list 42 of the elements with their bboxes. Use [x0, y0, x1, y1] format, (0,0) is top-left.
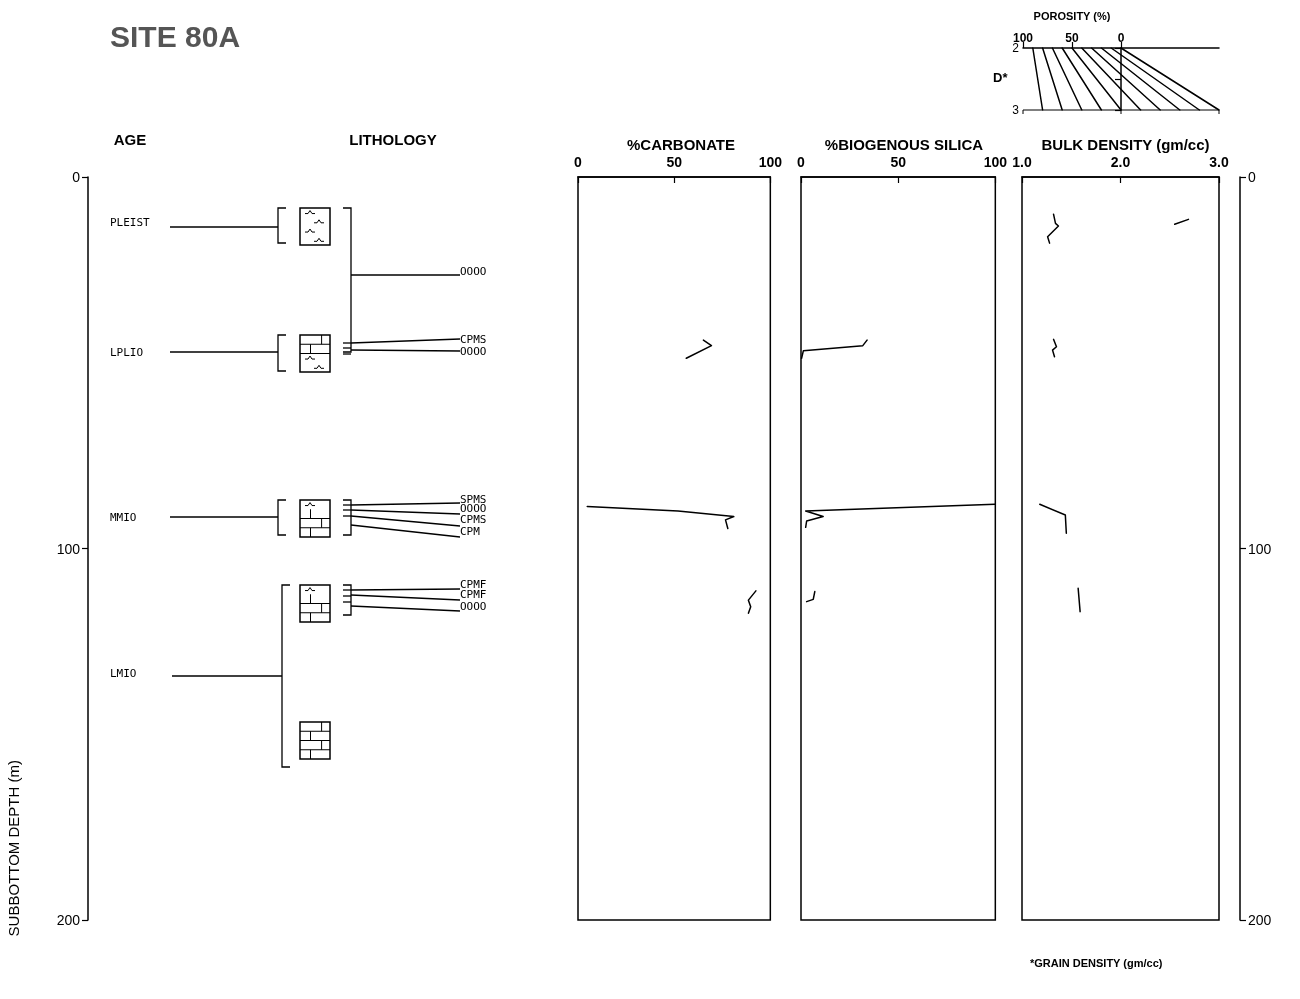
annotation: CPMS: [460, 332, 487, 346]
x-tick-label: 100: [758, 154, 783, 170]
x-axis-title: POROSITY (%): [1033, 9, 1111, 22]
annotation: OOOO: [460, 501, 487, 515]
annotation: CPMS: [460, 512, 487, 526]
x-tick-label: 50: [666, 154, 683, 170]
x-tick-label: 50: [890, 154, 907, 170]
annotation: OOOO: [460, 344, 487, 358]
y-tick-label: 100: [1248, 540, 1272, 557]
annotation: LMIO: [110, 666, 137, 680]
y-tick-label: 3: [1012, 103, 1020, 117]
x-tick-label: 0: [574, 154, 583, 170]
line-series: [1051, 338, 1058, 358]
x-tick-label: 50: [1065, 31, 1079, 45]
chart-title: %CARBONATE: [626, 136, 736, 153]
annotation: LPLIO: [110, 345, 144, 359]
x-tick-label: 0: [1117, 31, 1125, 45]
x-tick-label: AGE: [113, 131, 147, 148]
annotation: OOOO: [460, 264, 487, 278]
annotation: MMIO: [110, 510, 137, 524]
x-tick-label: LITHOLOGY: [349, 131, 437, 148]
y-tick-label: 100: [56, 540, 81, 557]
annotation: CPM: [460, 524, 481, 538]
x-tick-label: 2.0: [1110, 154, 1131, 170]
y-tick-label: 2: [1012, 41, 1020, 55]
y-axis-title: D*: [993, 70, 1009, 85]
x-tick-label: 0: [797, 154, 806, 170]
x-tick-label: 100: [983, 154, 1008, 170]
y-tick-label: 0: [72, 169, 81, 185]
y-tick-label: 200: [1248, 912, 1272, 928]
y-tick-label: 0: [1248, 169, 1256, 185]
line-series: [1046, 213, 1060, 244]
annotation: PLEIST: [110, 215, 151, 229]
chart-title: %BIOGENOUS SILICA: [824, 136, 984, 153]
annotation: OOOO: [460, 599, 487, 613]
y-axis-title: SUBBOTTOM DEPTH (m): [5, 760, 22, 937]
x-tick-label: 3.0: [1209, 154, 1229, 170]
text: *GRAIN DENSITY (gm/cc): [1030, 956, 1163, 969]
y-tick-label: 200: [56, 912, 81, 928]
x-tick-label: 1.0: [1012, 154, 1032, 170]
chart-title: SITE 80A: [110, 19, 241, 53]
chart-title: BULK DENSITY (gm/cc): [1041, 136, 1210, 153]
